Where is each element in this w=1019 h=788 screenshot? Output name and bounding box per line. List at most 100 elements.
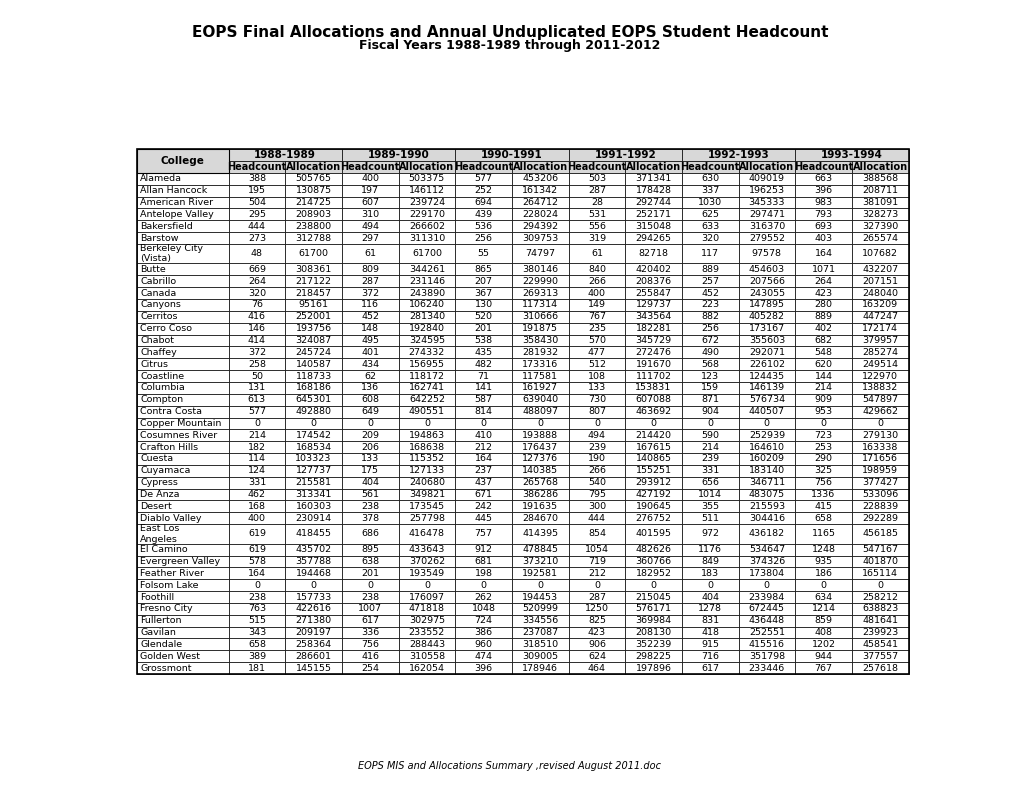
Bar	[738, 196, 795, 208]
Bar	[795, 275, 851, 287]
Bar	[228, 615, 285, 626]
Text: 233552: 233552	[409, 628, 444, 637]
Bar	[228, 418, 285, 429]
Text: 273: 273	[248, 233, 266, 243]
Text: 671: 671	[474, 490, 492, 499]
Bar	[454, 208, 512, 221]
Text: 505765: 505765	[296, 174, 331, 184]
Bar	[738, 370, 795, 382]
Bar	[398, 394, 454, 406]
Text: 116: 116	[361, 300, 379, 310]
Text: 658: 658	[248, 640, 266, 649]
Bar	[341, 603, 398, 615]
Bar	[568, 453, 625, 465]
Bar	[285, 591, 341, 603]
Bar	[398, 638, 454, 650]
Bar	[398, 299, 454, 311]
Text: College: College	[161, 156, 205, 166]
Text: 436448: 436448	[748, 616, 785, 625]
Text: 149: 149	[587, 300, 605, 310]
Text: 336: 336	[361, 628, 379, 637]
Text: 319: 319	[587, 233, 605, 243]
Bar	[137, 441, 228, 453]
Bar	[285, 263, 341, 275]
Text: 669: 669	[248, 265, 266, 274]
Text: 331: 331	[248, 478, 266, 487]
Text: 239: 239	[700, 455, 718, 463]
Bar	[568, 382, 625, 394]
Bar	[568, 263, 625, 275]
Bar	[625, 208, 681, 221]
Text: Feather River: Feather River	[140, 569, 204, 578]
Text: 292744: 292744	[635, 198, 671, 207]
Text: Columbia: Columbia	[140, 384, 184, 392]
Text: 124: 124	[248, 466, 266, 475]
Text: 367: 367	[474, 288, 492, 298]
Text: 108: 108	[587, 372, 605, 381]
Bar	[738, 524, 795, 544]
Bar	[795, 465, 851, 477]
Bar	[341, 173, 398, 184]
Bar	[568, 465, 625, 477]
Text: 167615: 167615	[635, 443, 671, 452]
Text: 1988-1989: 1988-1989	[254, 150, 316, 160]
Text: 1048: 1048	[471, 604, 495, 613]
Text: 723: 723	[813, 431, 832, 440]
Text: Allocation: Allocation	[626, 162, 681, 172]
Text: 520: 520	[474, 312, 492, 322]
Bar	[568, 579, 625, 591]
Text: 252001: 252001	[296, 312, 331, 322]
Text: 436182: 436182	[748, 530, 785, 538]
Text: 716: 716	[700, 652, 718, 661]
Bar	[795, 184, 851, 196]
Bar	[625, 579, 681, 591]
Bar	[738, 335, 795, 347]
Text: 163209: 163209	[861, 300, 898, 310]
Bar	[851, 465, 908, 477]
Bar	[341, 406, 398, 418]
Bar	[228, 603, 285, 615]
Bar	[795, 394, 851, 406]
Bar	[851, 544, 908, 556]
Text: 284670: 284670	[522, 514, 557, 522]
Bar	[228, 394, 285, 406]
Bar	[681, 662, 738, 674]
Bar	[851, 512, 908, 524]
Text: 576734: 576734	[748, 396, 785, 404]
Text: 183140: 183140	[748, 466, 785, 475]
Bar	[851, 500, 908, 512]
Text: 719: 719	[587, 557, 605, 566]
Bar	[341, 567, 398, 579]
Bar	[568, 196, 625, 208]
Text: 252939: 252939	[748, 431, 785, 440]
Bar	[851, 244, 908, 263]
Bar	[795, 335, 851, 347]
Text: 208376: 208376	[635, 277, 671, 286]
Text: Copper Mountain: Copper Mountain	[140, 419, 221, 428]
Text: 208903: 208903	[296, 210, 331, 219]
Bar	[795, 244, 851, 263]
Text: 474: 474	[474, 652, 492, 661]
Bar	[398, 335, 454, 347]
Text: Chabot: Chabot	[140, 336, 174, 345]
Bar	[625, 323, 681, 335]
Text: 372: 372	[361, 288, 379, 298]
Bar	[681, 650, 738, 662]
Text: 129737: 129737	[635, 300, 671, 310]
Text: 191875: 191875	[522, 324, 557, 333]
Bar	[228, 323, 285, 335]
Text: 182: 182	[248, 443, 266, 452]
Text: Cuyamaca: Cuyamaca	[140, 466, 191, 475]
Bar	[398, 650, 454, 662]
Text: 825: 825	[587, 616, 605, 625]
Bar	[512, 556, 568, 567]
Bar	[568, 500, 625, 512]
Bar	[454, 311, 512, 323]
Text: 445: 445	[474, 514, 492, 522]
Text: 297471: 297471	[748, 210, 784, 219]
Bar	[795, 579, 851, 591]
Bar	[681, 323, 738, 335]
Bar	[228, 161, 285, 173]
Text: 256: 256	[474, 233, 492, 243]
Bar	[137, 370, 228, 382]
